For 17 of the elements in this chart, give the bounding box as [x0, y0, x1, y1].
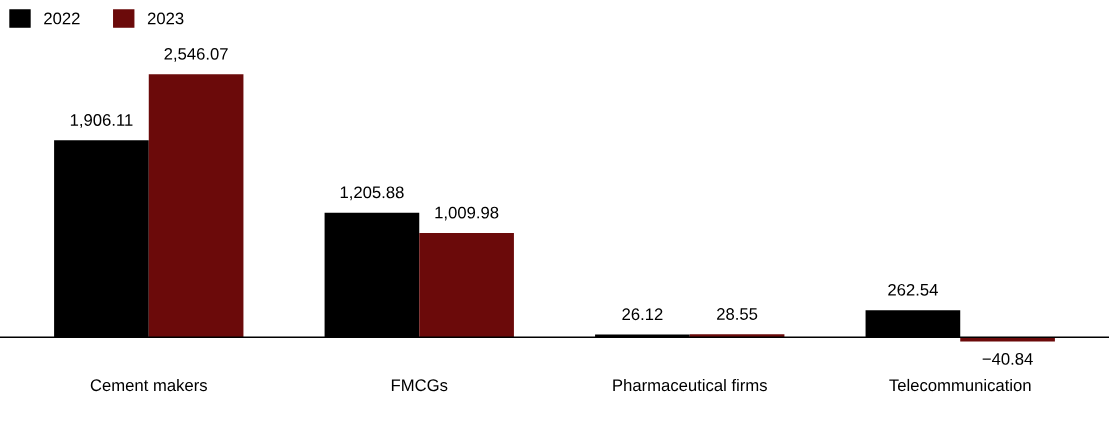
x-tick-label: Cement makers: [90, 378, 207, 392]
legend-label: 2022: [44, 12, 80, 25]
data-label: 1,205.88: [340, 186, 404, 201]
data-label: 262.54: [888, 283, 938, 296]
data-label: 26.12: [622, 308, 663, 321]
x-tick-label: Telecommunication: [889, 378, 1031, 392]
bar: [419, 232, 514, 338]
x-tick-label: FMCGs: [391, 379, 448, 392]
data-label: 2,546.07: [164, 47, 228, 62]
data-label: 1,009.98: [435, 206, 499, 221]
x-tick-label: Pharmaceutical firms: [613, 378, 767, 392]
data-label: 1,906.11: [70, 114, 133, 128]
bar: [689, 334, 785, 338]
bar: [148, 74, 244, 338]
data-label: −40.84: [982, 353, 1033, 365]
legend-label: 2023: [147, 12, 184, 25]
data-label: 28.55: [717, 308, 758, 320]
